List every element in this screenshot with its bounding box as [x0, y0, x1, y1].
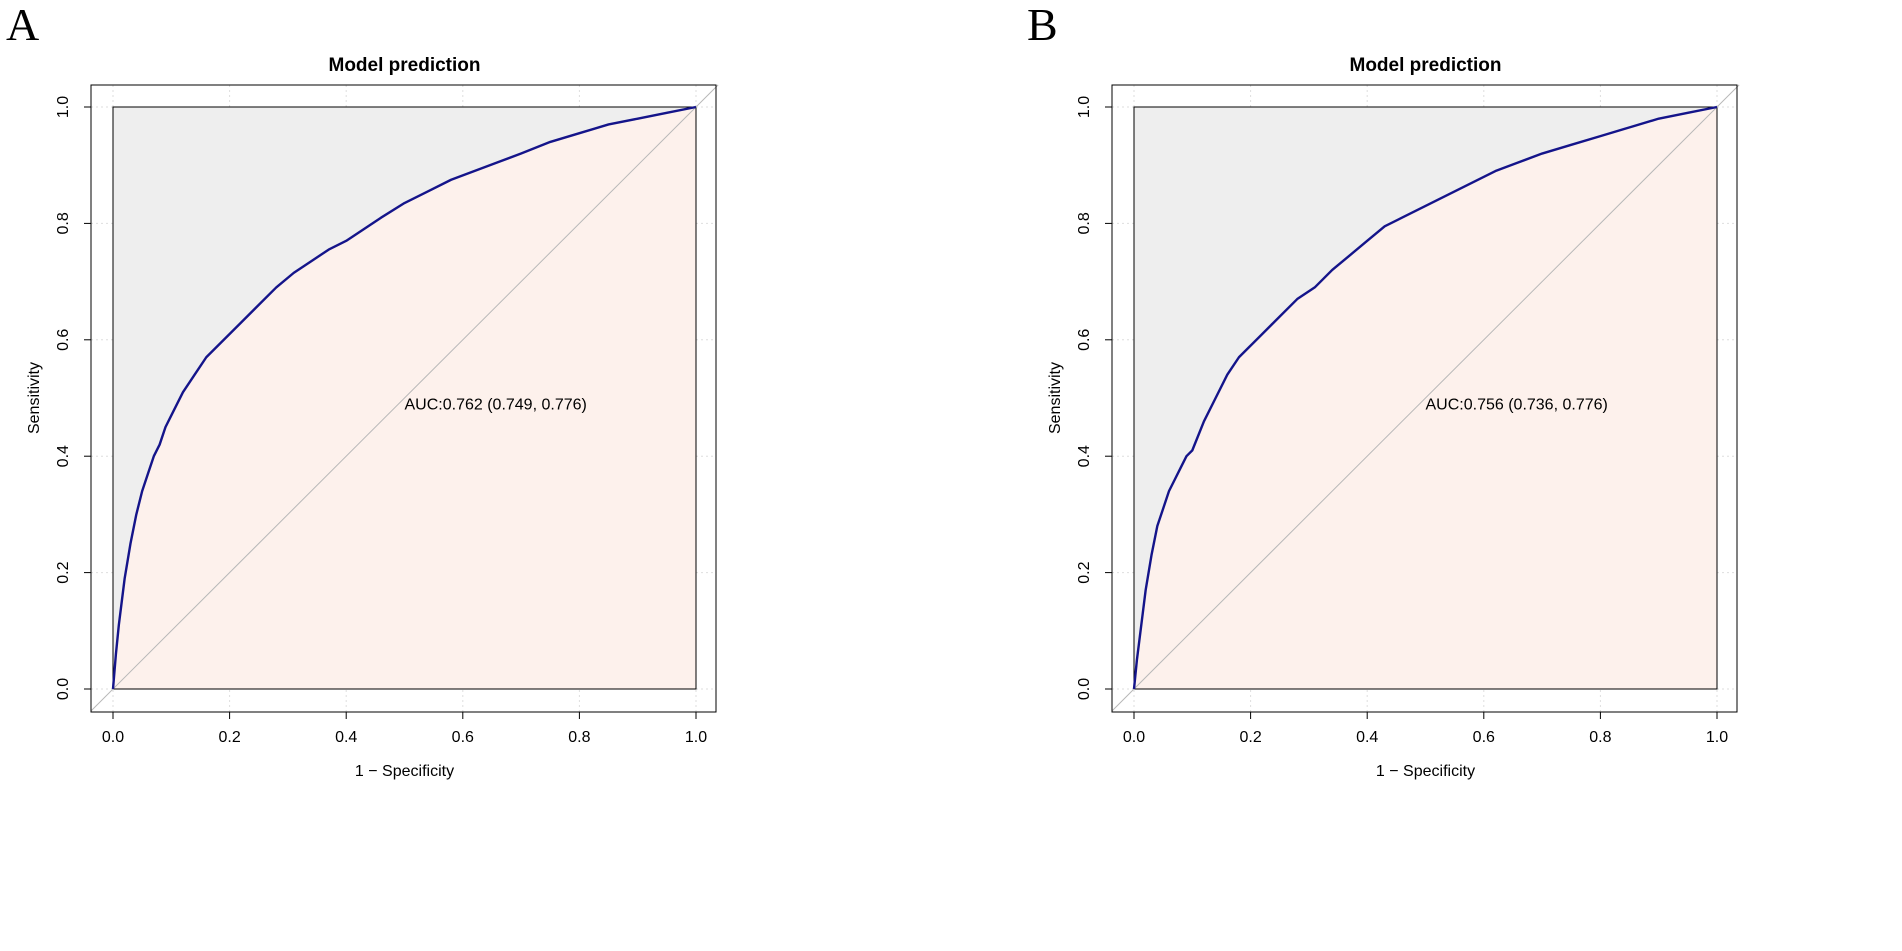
x-tick-label: 0.4	[1356, 729, 1378, 746]
x-tick-label: 0.6	[1473, 729, 1495, 746]
x-axis-label: 1 − Specificity	[355, 763, 454, 780]
x-tick-label: 0.0	[102, 729, 124, 746]
x-tick-label: 0.2	[1239, 729, 1261, 746]
x-tick-label: 1.0	[685, 729, 707, 746]
x-tick-label: 0.0	[1123, 729, 1145, 746]
y-tick-label: 0.8	[1076, 212, 1093, 234]
chart-title: Model prediction	[1350, 55, 1502, 76]
y-axis-label: Sensitivity	[26, 362, 43, 434]
y-tick-label: 0.6	[1076, 329, 1093, 351]
panel-letter: B	[1027, 0, 1058, 50]
y-tick-label: 0.4	[1076, 445, 1093, 467]
plot-frame	[1111, 84, 1738, 713]
reference-diagonal	[1111, 84, 1740, 712]
panel-b: B 0.0 0.0 0.2 0.2 0.4 0.4 0.6 0.6 0.8 0.8 1.0 1.0 Mo…	[1021, 0, 1902, 951]
y-tick-label: 1.0	[1076, 96, 1093, 118]
roc-chart-a: 0.0 0.0 0.2 0.2 0.4 0.4 0.6 0.6 0.8 0.8 1.0 1.0 Mode…	[26, 55, 719, 780]
x-tick-label: 1.0	[1706, 729, 1728, 746]
x-tick-label: 0.8	[568, 729, 590, 746]
auc-annotation: AUC:0.762 (0.749, 0.776)	[405, 397, 587, 414]
y-tick-label: 0.0	[55, 678, 72, 700]
x-axis-label: 1 − Specificity	[1376, 763, 1475, 780]
x-tick-label: 0.2	[218, 729, 240, 746]
y-tick-label: 0.4	[55, 445, 72, 467]
x-tick-label: 0.4	[335, 729, 357, 746]
inner-box	[112, 106, 697, 690]
roc-curve	[1132, 105, 1718, 690]
panel-letter: A	[6, 0, 40, 50]
y-tick-label: 0.6	[55, 329, 72, 351]
inner-box	[1133, 106, 1718, 690]
x-tick-label: 0.6	[452, 729, 474, 746]
panel-a: A 0.0 0.0 0.2 0.2 0.4 0.4 0.6 0.6 0.8 0.8 1.0 1.0 Mo…	[6, 0, 719, 780]
plot-frame	[90, 84, 717, 713]
area-above-curve	[113, 107, 696, 689]
y-tick-label: 1.0	[55, 96, 72, 118]
auc-annotation: AUC:0.756 (0.736, 0.776)	[1426, 397, 1608, 414]
roc-curve	[111, 105, 697, 690]
y-tick-label: 0.0	[1076, 678, 1093, 700]
roc-chart-b: 0.0 0.0 0.2 0.2 0.4 0.4 0.6 0.6 0.8 0.8 1.0 1.0 Mode…	[1047, 55, 1740, 780]
y-tick-label: 0.2	[1076, 561, 1093, 583]
x-tick-label: 0.8	[1589, 729, 1611, 746]
reference-diagonal	[90, 84, 719, 712]
y-tick-label: 0.2	[55, 561, 72, 583]
chart-title: Model prediction	[329, 55, 481, 76]
y-axis-label: Sensitivity	[1047, 362, 1064, 434]
area-above-curve	[1134, 107, 1717, 689]
y-tick-label: 0.8	[55, 212, 72, 234]
